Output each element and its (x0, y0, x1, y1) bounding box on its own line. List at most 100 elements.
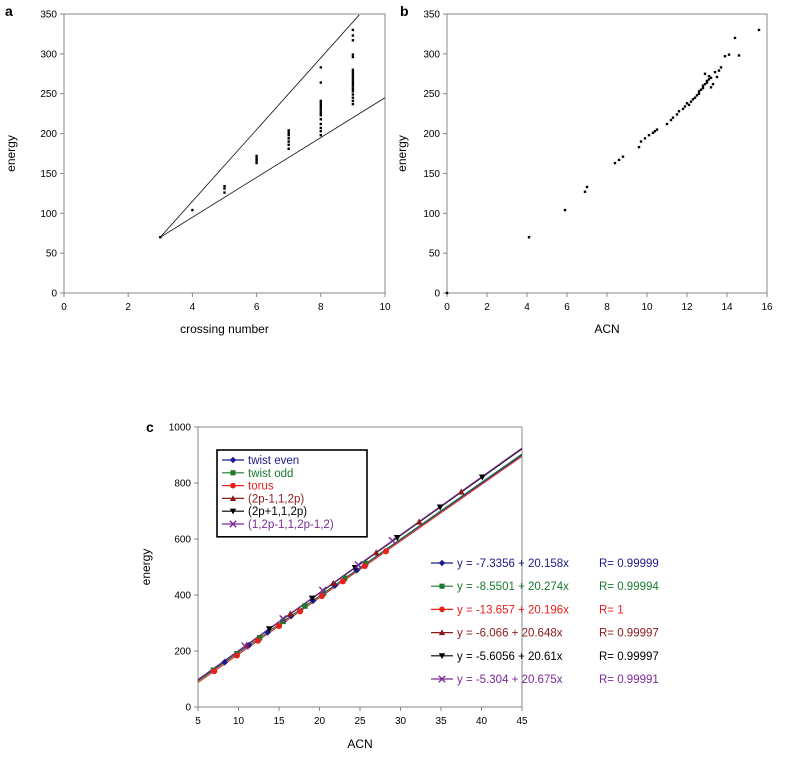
r-value-text: R= 1 (599, 604, 624, 616)
legend-label: (2p-1,1,2p) (248, 493, 304, 505)
legend-label: (1,2p-1,1,2p-1,2) (248, 519, 334, 531)
x-tick-label: 2 (125, 302, 131, 313)
data-point (653, 129, 657, 133)
panel-c: 5 10 15 20 25 30 35 40 45 0 200 400 600 800 1000 ACN ene… (139, 419, 659, 751)
y-tick-label: 100 (40, 209, 57, 220)
data-point (320, 590, 327, 596)
x-tick-label: 15 (273, 716, 285, 727)
data-point (351, 39, 355, 42)
data-point (651, 131, 655, 134)
data-point (287, 129, 290, 132)
data-point (439, 606, 445, 613)
data-point (275, 622, 283, 630)
data-point (297, 608, 304, 615)
data-point (705, 79, 709, 83)
data-point (221, 658, 229, 666)
data-point (351, 96, 355, 99)
x-axis-label: ACN (347, 737, 372, 751)
data-point (639, 140, 643, 143)
data-point (393, 535, 401, 542)
panel-label: c (146, 419, 154, 435)
data-point (583, 190, 587, 193)
data-point (339, 578, 347, 585)
equation-text: y = -5.6056 + 20.61x (457, 651, 563, 663)
data-point (319, 126, 322, 130)
y-tick-label: 200 (423, 129, 440, 140)
data-point (287, 143, 290, 146)
y-tick-label: 200 (40, 129, 57, 140)
data-point (438, 629, 446, 636)
data-point (351, 75, 355, 79)
data-point (229, 456, 237, 464)
x-tick-label: 4 (524, 302, 530, 313)
data-point (159, 236, 162, 239)
data-point (695, 94, 699, 97)
data-point (254, 637, 261, 644)
equation-text: y = -7.3356 + 20.158x (457, 558, 569, 570)
data-point (703, 72, 707, 75)
data-point (351, 55, 355, 59)
bound-line (159, 14, 360, 238)
data-point (701, 84, 705, 87)
data-point (669, 118, 673, 122)
data-point (241, 642, 249, 650)
data-point (319, 114, 322, 117)
x-tick-label: 4 (190, 302, 196, 313)
y-axis-label: energy (139, 549, 153, 586)
x-tick-label: 6 (254, 302, 260, 313)
y-tick-label: 100 (423, 209, 440, 220)
data-point (681, 107, 685, 111)
data-point (287, 147, 290, 150)
data-point (255, 159, 258, 162)
data-point (697, 90, 701, 93)
y-tick-label: 400 (174, 591, 191, 602)
data-point (621, 155, 625, 158)
r-value-text: R= 0.99997 (599, 628, 659, 640)
data-point (255, 157, 258, 160)
data-point (287, 131, 290, 134)
data-point (733, 36, 737, 40)
data-point (757, 28, 761, 32)
y-tick-label: 0 (434, 289, 440, 300)
r-value-text: R= 0.99991 (599, 674, 659, 686)
y-tick-label: 600 (174, 535, 191, 546)
data-point (436, 504, 444, 511)
legend-label: twist odd (248, 468, 293, 480)
data-point (671, 116, 675, 119)
data-point (319, 81, 322, 84)
y-tick-label: 350 (40, 10, 57, 21)
data-point (438, 653, 446, 659)
data-point (719, 66, 723, 69)
data-point (351, 93, 355, 96)
y-tick-label: 250 (40, 89, 57, 100)
data-point (585, 185, 589, 189)
data-point (643, 137, 647, 140)
x-axis-label: ACN (594, 322, 619, 336)
plot-frame (446, 13, 768, 294)
data-point (229, 520, 237, 528)
data-point (707, 78, 711, 81)
x-tick-label: 0 (444, 302, 450, 313)
x-tick-label: 14 (721, 302, 733, 313)
data-point (415, 518, 423, 525)
y-tick-label: 50 (429, 249, 441, 260)
data-point (709, 76, 713, 79)
data-point (351, 82, 355, 86)
data-point (563, 208, 567, 212)
y-tick-label: 0 (185, 703, 191, 714)
data-point (351, 78, 355, 81)
data-point (319, 104, 322, 107)
x-tick-label: 25 (354, 716, 366, 727)
data-point (286, 610, 294, 617)
bound-line (160, 97, 386, 238)
data-point (665, 122, 669, 126)
data-point (223, 187, 226, 190)
y-tick-label: 250 (423, 89, 440, 100)
x-tick-label: 10 (641, 302, 653, 313)
data-point (329, 579, 337, 586)
data-point (255, 161, 258, 165)
x-tick-label: 10 (379, 302, 391, 313)
y-tick-label: 200 (174, 647, 191, 658)
data-point (279, 614, 287, 623)
